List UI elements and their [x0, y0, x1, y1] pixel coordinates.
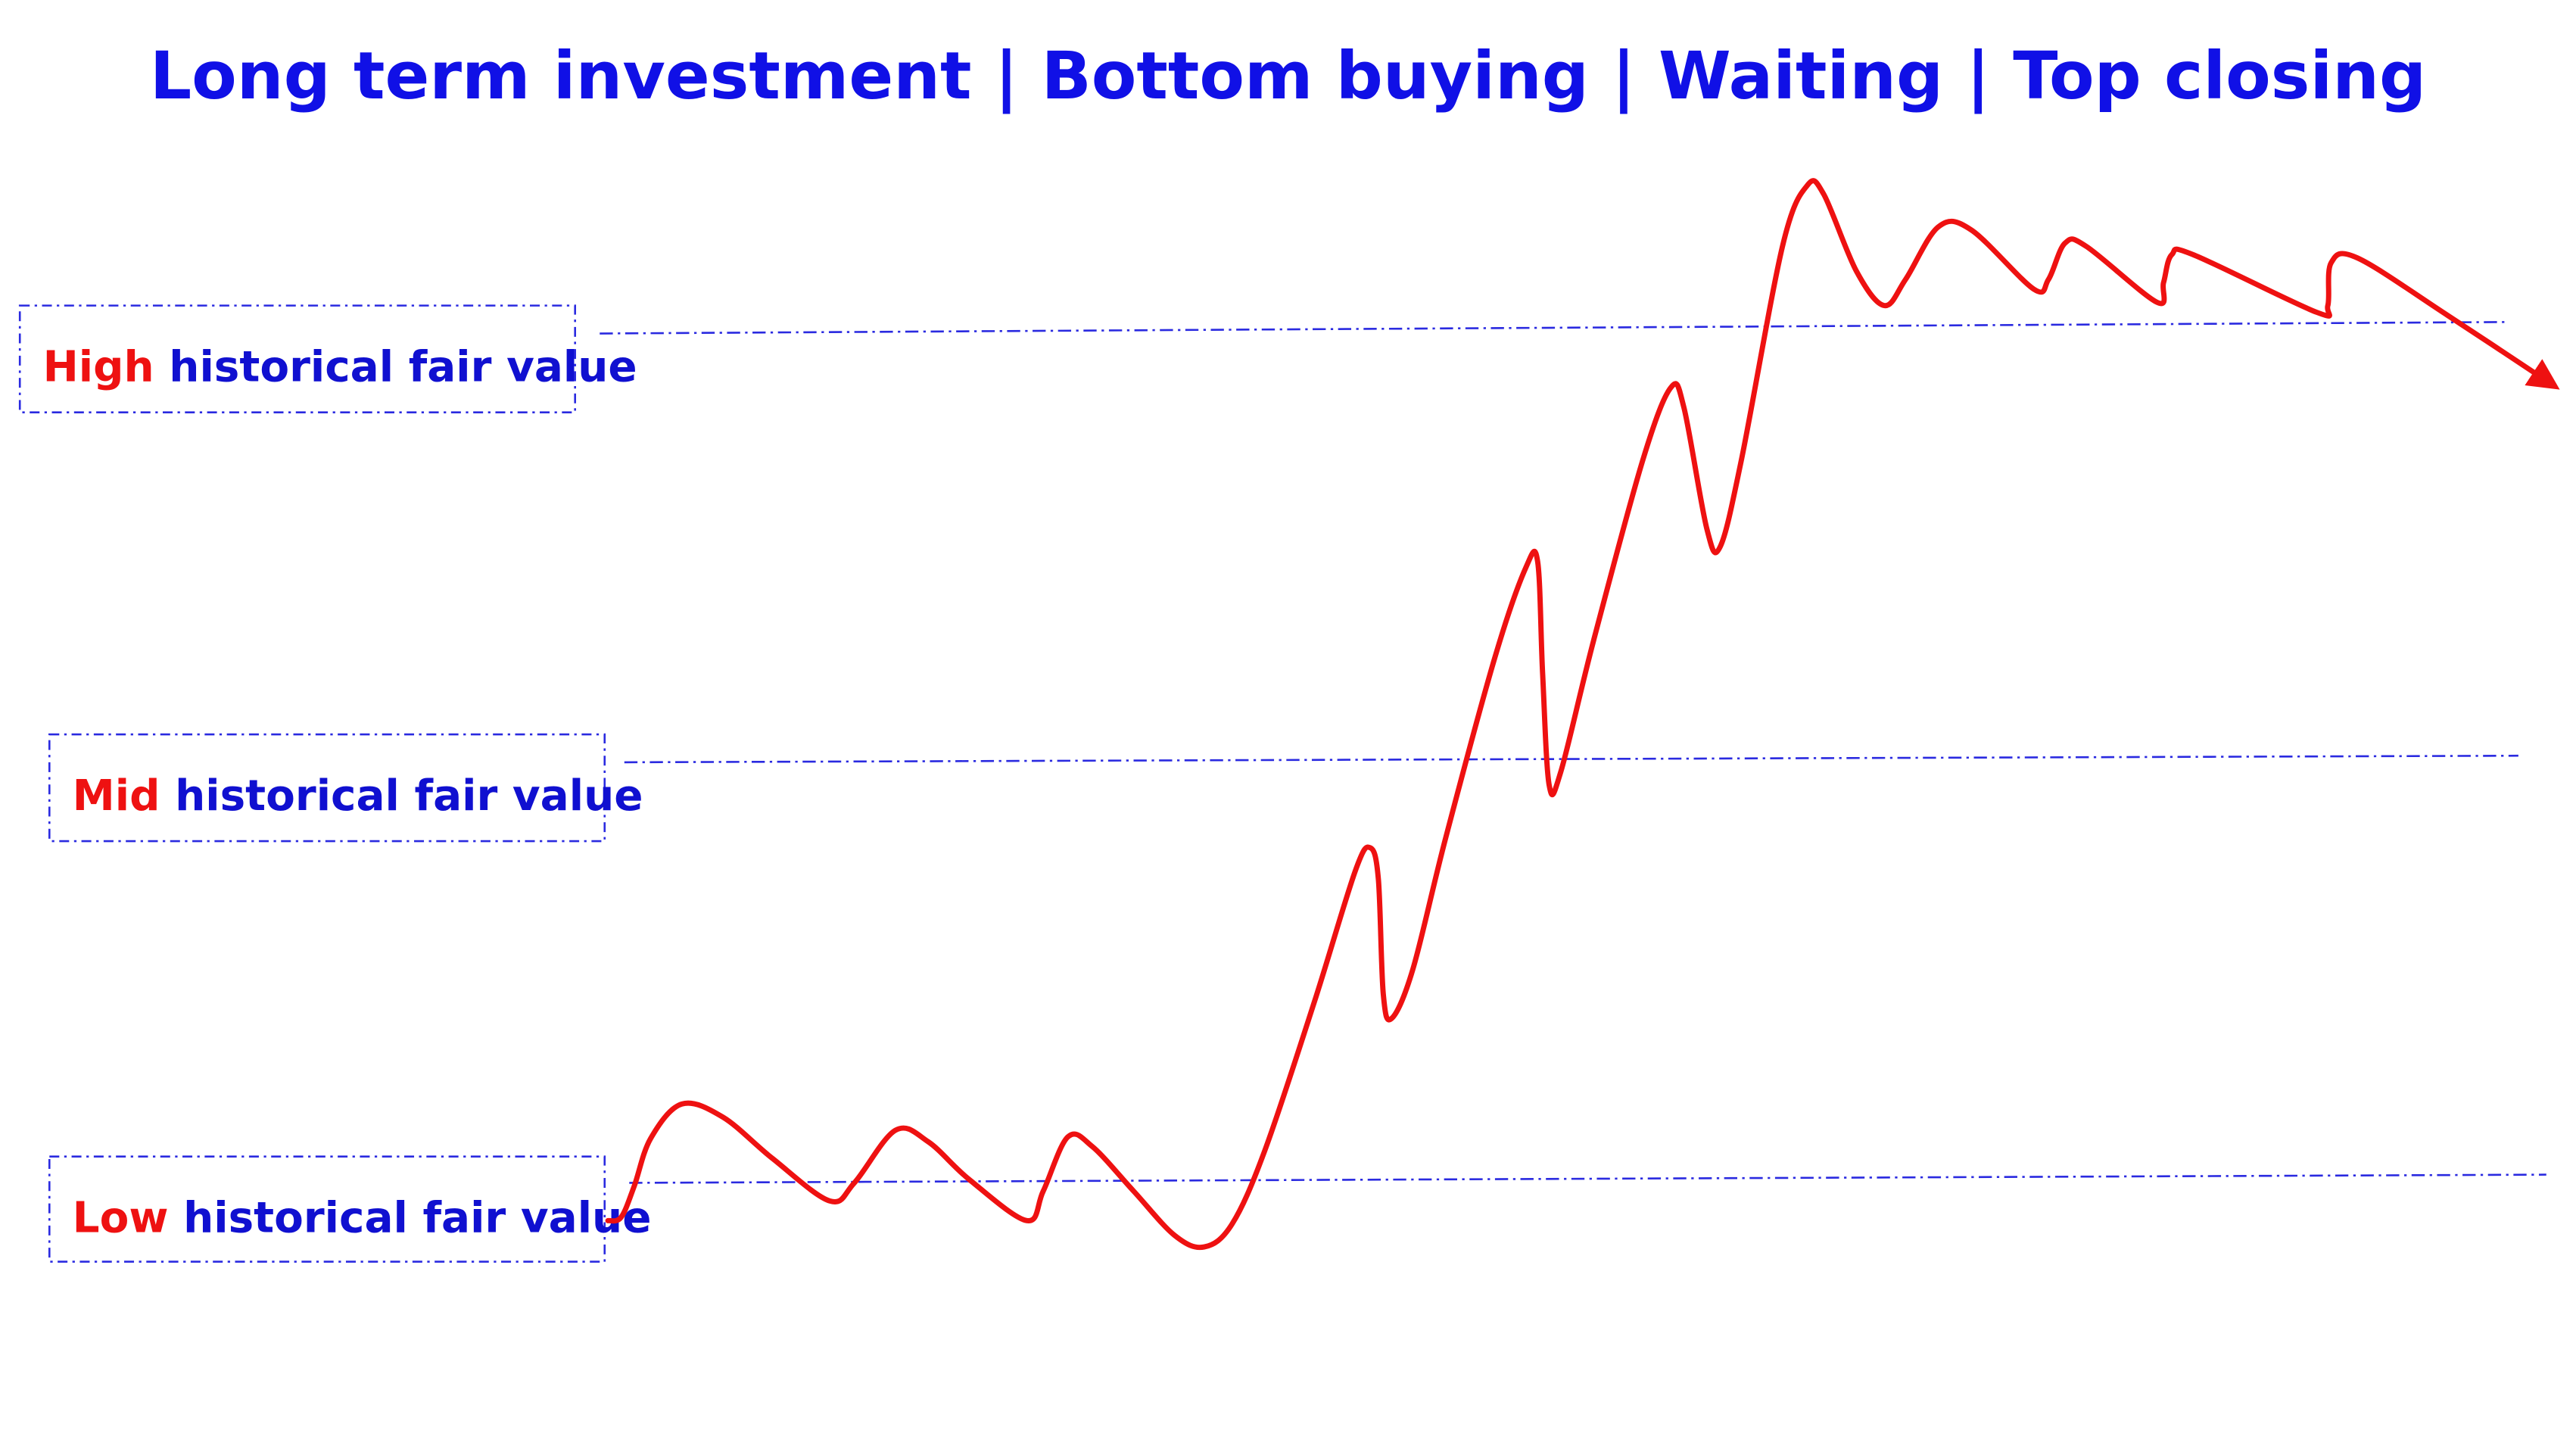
label-box — [48, 733, 606, 843]
level-label: Mid historical fair value — [73, 771, 643, 821]
level-keyword: High — [43, 342, 154, 391]
label-box — [48, 1155, 606, 1263]
level-label: High historical fair value — [43, 342, 637, 391]
level-text: historical fair value — [183, 1194, 651, 1243]
level-keyword: Low — [73, 1194, 169, 1243]
level-keyword: Mid — [73, 771, 160, 821]
title: Long term investment | Bottom buying | W… — [150, 38, 2426, 115]
level-line — [600, 321, 2509, 335]
level-text: historical fair value — [169, 342, 637, 391]
label-box — [18, 304, 576, 413]
level-text: historical fair value — [175, 771, 643, 821]
level-line — [624, 754, 2518, 764]
price-curve — [605, 178, 2560, 1251]
level-label: Low historical fair value — [73, 1194, 652, 1243]
level-line — [629, 1173, 2546, 1184]
